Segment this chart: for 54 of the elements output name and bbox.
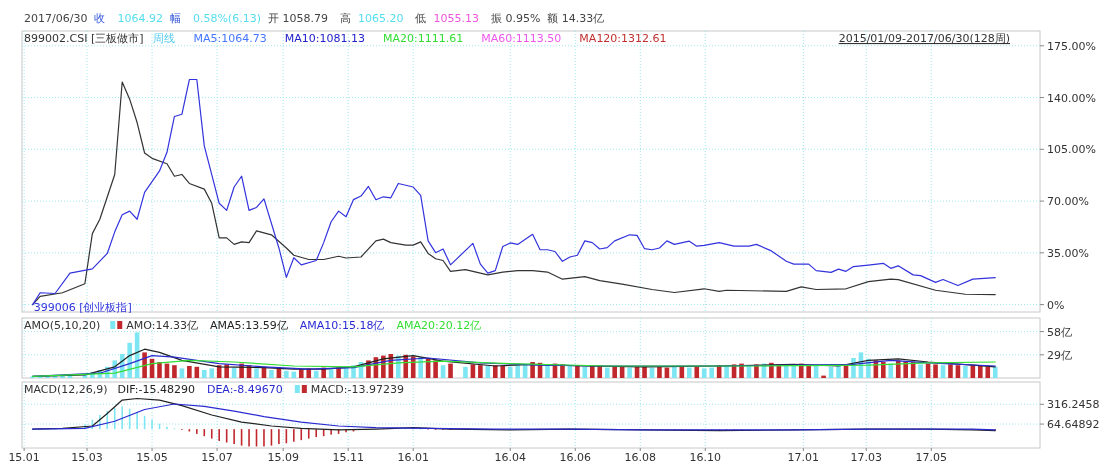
y-tick-label: 316.2458 bbox=[1047, 398, 1100, 412]
text: 1055.13 bbox=[433, 12, 479, 25]
y-tick-label: 58亿 bbox=[1047, 325, 1072, 339]
annotation: MA20:1111.61 bbox=[382, 32, 464, 45]
text: 收 bbox=[94, 12, 106, 25]
x-tick-label: 15.03 bbox=[71, 451, 103, 462]
y-tick-label: 29亿 bbox=[1047, 348, 1072, 362]
x-tick-label: 15.05 bbox=[136, 451, 168, 462]
chart-title: AMO(5,10,20) bbox=[24, 319, 101, 332]
x-tick-label: 16.04 bbox=[494, 451, 526, 462]
text: 幅 bbox=[169, 12, 181, 25]
text: 2017/06/30 bbox=[24, 12, 88, 25]
text: AMA5:13.59亿 bbox=[209, 319, 288, 332]
text: 0.58%(6.13) bbox=[192, 12, 261, 25]
series-label: 399006 [创业板指] bbox=[33, 300, 132, 314]
x-tick-label: 15.09 bbox=[267, 451, 299, 462]
y-tick-label: 70.00% bbox=[1047, 195, 1089, 209]
text: AMA20:20.12亿 bbox=[396, 319, 482, 332]
text: 低 bbox=[415, 12, 427, 25]
x-tick-label: 15.11 bbox=[332, 451, 364, 462]
x-tick-label: 15.07 bbox=[201, 451, 233, 462]
x-tick-label: 16.01 bbox=[397, 451, 429, 462]
annotation: MA120:1312.61 bbox=[579, 32, 667, 45]
x-tick-label: 16.08 bbox=[624, 451, 657, 462]
text: 1065.20 bbox=[357, 12, 404, 25]
y-tick-label: 35.00% bbox=[1047, 246, 1089, 260]
y-tick-label: 175.00% bbox=[1047, 39, 1096, 53]
x-tick-label: 17.03 bbox=[850, 451, 882, 462]
x-tick-label: 16.06 bbox=[559, 451, 591, 462]
annotation: MA10:1081.13 bbox=[284, 32, 365, 45]
x-tick-label: 15.01 bbox=[8, 451, 40, 462]
y-tick-label: 105.00% bbox=[1047, 143, 1096, 157]
series-label: DIF:-15.48290 bbox=[117, 383, 195, 396]
chart-title: MACD(12,26,9) bbox=[24, 383, 108, 396]
x-tick-label: 16.10 bbox=[689, 451, 722, 462]
x-tick-label: 17.05 bbox=[915, 451, 948, 462]
y-tick-label: 140.00% bbox=[1047, 91, 1096, 105]
y-tick-label: 64.64892 bbox=[1047, 418, 1100, 432]
legend-label: AMO:14.33亿 bbox=[126, 319, 198, 332]
x-tick-label: 17.01 bbox=[787, 451, 820, 462]
text: 振 0.95% bbox=[490, 12, 541, 25]
text: AMA10:15.18亿 bbox=[299, 319, 385, 332]
text: 开 1058.79 bbox=[267, 12, 328, 25]
text: 1064.92 bbox=[117, 12, 163, 25]
series-label: DEA:-8.49670 bbox=[206, 383, 283, 396]
text: 高 bbox=[339, 12, 351, 25]
annotation: 2015/01/09-2017/06/30(128周) bbox=[838, 32, 1010, 45]
annotation: 周线 bbox=[153, 32, 176, 45]
annotation: MA60:1113.50 bbox=[481, 32, 562, 45]
text: 额 14.33亿 bbox=[547, 12, 605, 25]
legend-label: MACD:-13.97239 bbox=[310, 383, 404, 396]
chart-title: 899002.CSI [三板做市] bbox=[24, 32, 144, 45]
y-tick-label: 0% bbox=[1047, 298, 1065, 312]
annotation: MA5:1064.73 bbox=[193, 32, 267, 45]
